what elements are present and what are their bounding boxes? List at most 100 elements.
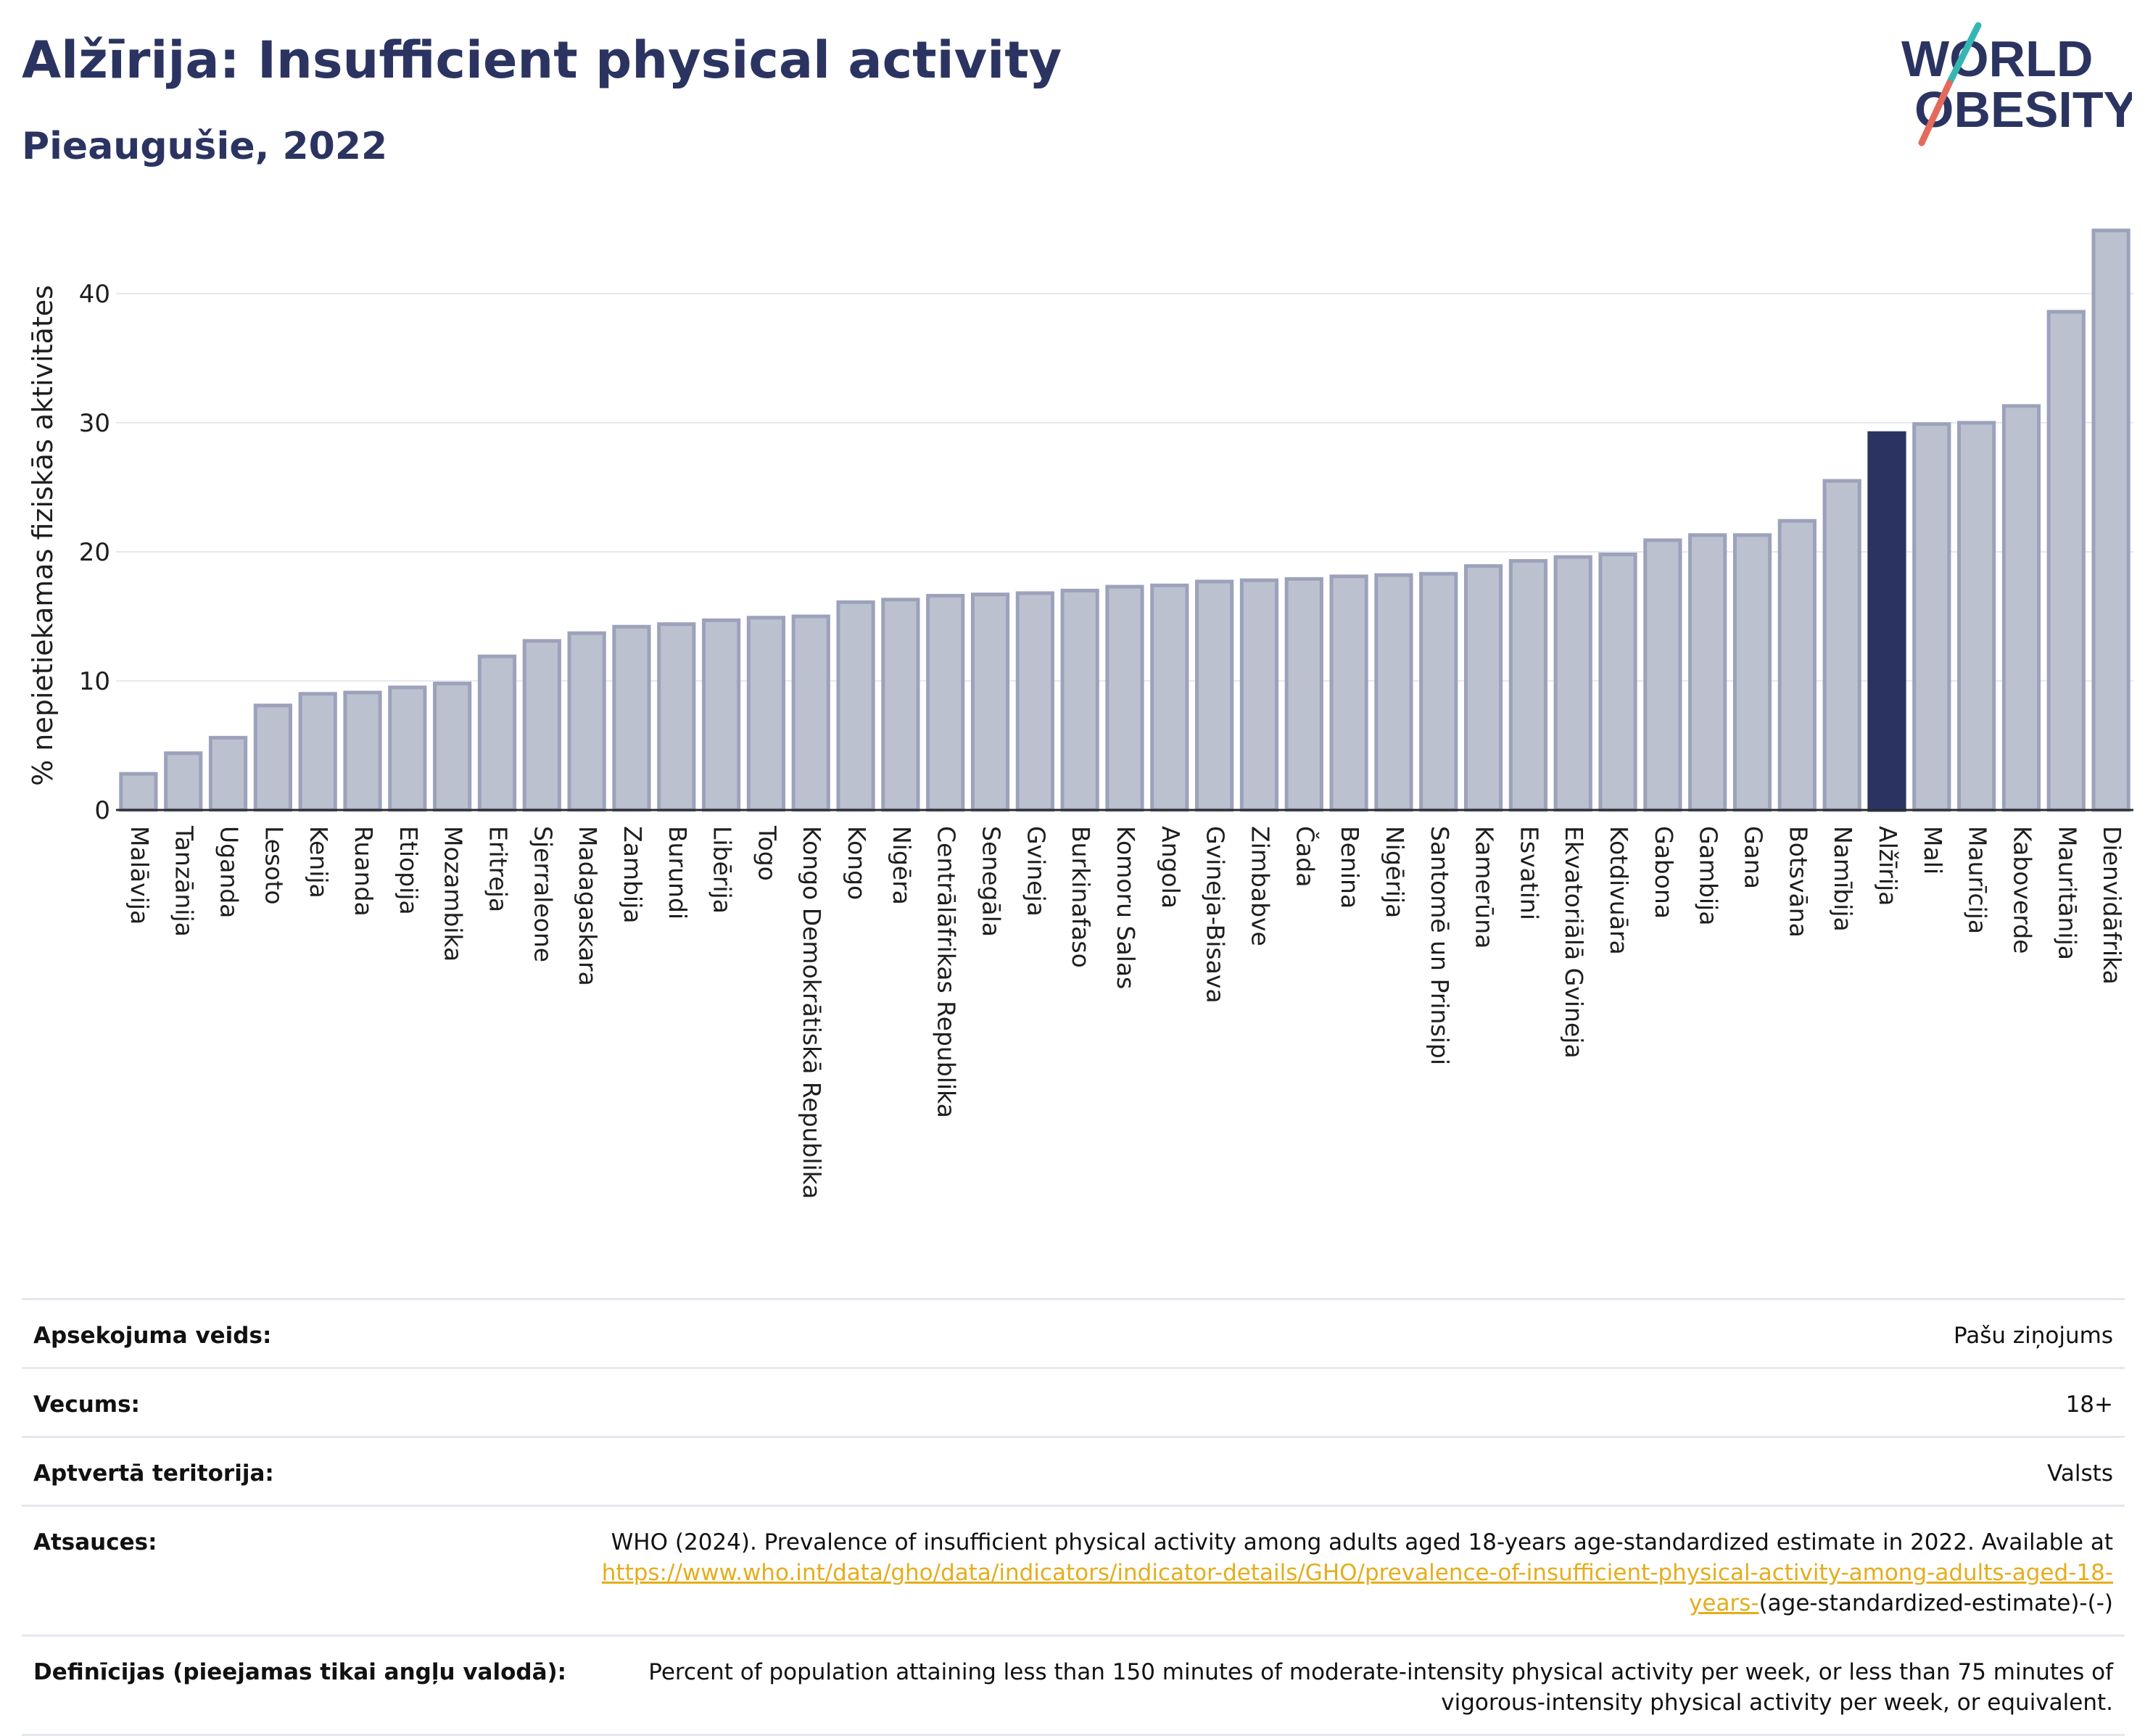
bar-Kaboverde xyxy=(2001,404,2041,812)
x-tick-label: Mozambika xyxy=(439,826,468,962)
x-tick-label: Zambija xyxy=(619,826,647,923)
bar-Kongo Demokrātiskā Republika xyxy=(791,614,830,812)
x-tick-label: Kaboverde xyxy=(2008,826,2036,954)
meta-row-coverage: Aptvertā teritorija: Valsts xyxy=(22,1436,2125,1505)
meta-value: WHO (2024). Prevalence of insufficient p… xyxy=(554,1527,2113,1619)
x-tick-label: Kamerūna xyxy=(1471,826,1499,948)
x-tick-label: Burkinafaso xyxy=(1067,826,1095,968)
meta-label: Aptvertā teritorija: xyxy=(33,1460,274,1487)
bar-Malāvija xyxy=(119,772,158,812)
reference-text: WHO (2024). Prevalence of insufficient p… xyxy=(611,1529,2113,1555)
x-tick-label: Etiopija xyxy=(394,826,423,915)
meta-label: Vecums: xyxy=(33,1392,140,1418)
x-tick-label: Alžīrija xyxy=(1874,826,1902,906)
meta-row-age: Vecums: 18+ xyxy=(22,1367,2125,1436)
bars xyxy=(119,228,2130,812)
bar-Togo xyxy=(746,616,786,812)
bar-Santomē un Prinsipi xyxy=(1419,571,1458,812)
x-tick-label: Maurīcija xyxy=(1964,826,1992,934)
x-tick-label: Ruanda xyxy=(350,826,378,917)
x-tick-label: Malāvija xyxy=(125,826,154,925)
meta-label: Apsekojuma veids: xyxy=(33,1323,272,1349)
meta-value: Pašu ziņojums xyxy=(1953,1323,2113,1349)
bar-Maurīcija xyxy=(1957,421,1996,812)
world-obesity-logo: WORLD OBESITY xyxy=(1901,22,2132,146)
meta-value: Valsts xyxy=(2047,1460,2113,1487)
x-tick-label: Kenija xyxy=(305,826,333,898)
y-tick-label: 40 xyxy=(79,280,110,309)
bar-Čada xyxy=(1284,576,1323,812)
bar-Mozambika xyxy=(433,682,472,812)
bar-Sjerraleone xyxy=(522,639,561,812)
x-tick-label: Botsvāna xyxy=(1784,826,1812,938)
bar-Kenija xyxy=(298,692,337,812)
logo-teal-slash xyxy=(1946,22,1982,87)
x-tick-label: Zimbabve xyxy=(1246,826,1274,946)
meta-row-references: Atsauces: WHO (2024). Prevalence of insu… xyxy=(22,1505,2125,1634)
bar-Centrālāfrikas Republika xyxy=(926,594,965,812)
reference-suffix: (age-standardized-estimate)-(-) xyxy=(1758,1590,2113,1616)
bar-Burkinafaso xyxy=(1060,588,1099,812)
bar-Angola xyxy=(1150,583,1189,812)
reference-link[interactable]: https://www.who.int/data/gho/data/indica… xyxy=(601,1560,2113,1616)
y-tick-label: 20 xyxy=(79,538,110,567)
x-tick-label: Esvatini xyxy=(1515,826,1543,920)
x-axis-labels: Malāvija Tanzānija Uganda Lesoto Kenija Ruand… xyxy=(125,825,2126,1199)
bar-Nigērija xyxy=(1374,573,1413,812)
y-tick-label: 10 xyxy=(79,667,110,696)
bar-Kamerūna xyxy=(1463,564,1503,812)
bar-chart: 0 10 20 30 40 Malāvija Tanzānija Uganda Lesoto K… xyxy=(27,228,2133,1199)
y-tick-label: 0 xyxy=(94,796,110,825)
bar-Gambija xyxy=(1688,533,1727,812)
x-tick-label: Tanzānija xyxy=(170,825,199,937)
x-tick-label: Gvineja-Bisava xyxy=(1202,826,1230,1004)
bar-Etiopija xyxy=(388,685,427,812)
x-tick-label: Benina xyxy=(1336,826,1364,909)
x-tick-label: Senegāla xyxy=(978,826,1006,937)
x-tick-label: Namībija xyxy=(1829,826,1857,932)
y-axis-title: % nepietiekamas fiziskās aktivitātes xyxy=(27,285,59,786)
logo-text-world: WORLD xyxy=(1901,30,2093,87)
x-tick-label: Gabona xyxy=(1650,826,1678,919)
x-tick-label: Gana xyxy=(1740,826,1768,889)
bar-Ruanda xyxy=(343,690,382,812)
bar-Gvineja-Bisava xyxy=(1195,579,1234,812)
logo-coral-slash xyxy=(1918,80,1953,146)
x-tick-label: Kongo xyxy=(843,826,871,900)
bar-Kotdivuāra xyxy=(1598,553,1637,812)
y-tick-label: 30 xyxy=(79,409,110,438)
x-tick-label: Nigērija xyxy=(1381,826,1409,918)
bar-Dienvidāfrika xyxy=(2091,228,2130,812)
bar-Lesoto xyxy=(253,703,292,812)
bar-Alžīrija xyxy=(1867,431,1906,812)
bar-Zambija xyxy=(612,624,651,812)
bar-Nigēra xyxy=(881,598,920,812)
bar-Mali xyxy=(1912,422,1951,812)
x-tick-label: Centrālāfrikas Republika xyxy=(933,826,961,1118)
bar-Botsvāna xyxy=(1777,518,1817,812)
bar-Madagaskara xyxy=(567,631,606,812)
x-tick-label: Čada xyxy=(1291,826,1320,887)
page-title: Alžīrija: Insufficient physical activity xyxy=(22,30,1062,90)
x-tick-label: Eritreja xyxy=(484,826,512,912)
x-tick-label: Nigēra xyxy=(888,826,916,905)
bar-Zimbabve xyxy=(1239,578,1279,812)
x-tick-label: Burundi xyxy=(664,826,692,919)
logo-text-obesity: OBESITY xyxy=(1914,81,2132,138)
x-tick-label: Sjerraleone xyxy=(529,826,557,962)
meta-label: Atsauces: xyxy=(33,1529,157,1555)
bar-Namībija xyxy=(1822,479,1861,812)
bar-Gabona xyxy=(1643,538,1682,812)
bar-Gana xyxy=(1732,533,1772,812)
bar-Tanzānija xyxy=(164,751,203,812)
metadata-table: Apsekojuma veids: Pašu ziņojums Vecums: … xyxy=(22,1298,2125,1736)
bar-Uganda xyxy=(208,735,248,812)
x-tick-label: Kotdivuāra xyxy=(1605,826,1633,955)
x-tick-label: Santomē un Prinsipi xyxy=(1426,826,1454,1065)
bar-Senegāla xyxy=(970,592,1010,812)
x-tick-label: Gambija xyxy=(1695,826,1723,925)
x-tick-label: Ekvatoriālā Gvineja xyxy=(1560,826,1588,1059)
x-tick-label: Dienvidāfrika xyxy=(2098,826,2126,985)
bar-Komoru Salas xyxy=(1105,584,1144,812)
meta-row-survey-type: Apsekojuma veids: Pašu ziņojums xyxy=(22,1298,2125,1367)
